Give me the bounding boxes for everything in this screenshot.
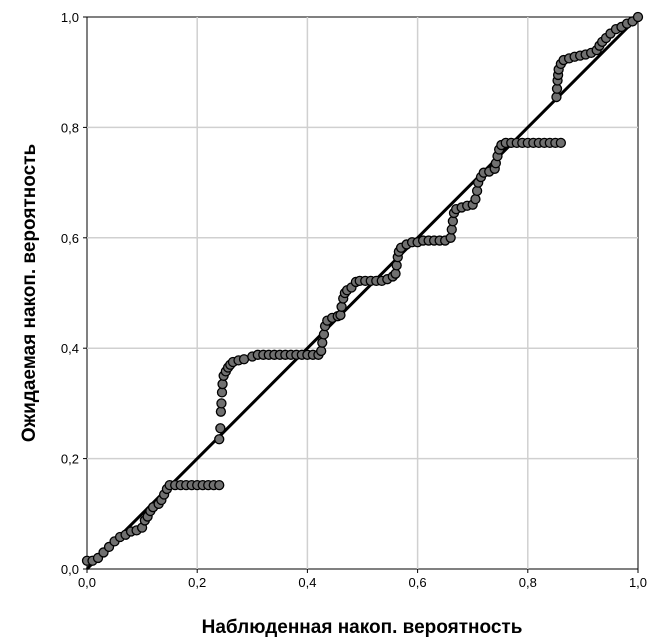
y-tick-labels: 0,0 0,2 0,4 0,6 0,8 1,0 bbox=[61, 10, 87, 577]
data-point bbox=[551, 83, 563, 94]
x-tick-labels: 0,0 0,2 0,4 0,6 0,8 1,0 bbox=[78, 569, 647, 590]
x-tick-label: 1,0 bbox=[629, 575, 647, 590]
data-point bbox=[318, 329, 330, 340]
plot-frame bbox=[86, 16, 639, 570]
data-point bbox=[215, 406, 227, 417]
x-tick-label: 0,4 bbox=[298, 575, 316, 590]
data-point bbox=[555, 137, 567, 149]
data-point bbox=[335, 309, 346, 321]
x-axis-title: Наблюденная накоп. вероятность bbox=[202, 617, 523, 638]
data-point bbox=[216, 398, 227, 409]
y-tick-label: 0,0 bbox=[61, 562, 79, 577]
data-point bbox=[316, 345, 327, 357]
data-point bbox=[551, 91, 562, 103]
grid bbox=[87, 17, 638, 569]
data-point bbox=[446, 224, 457, 235]
data-point bbox=[214, 479, 225, 491]
data-point bbox=[215, 423, 226, 434]
x-tick-label: 0,8 bbox=[519, 575, 537, 590]
data-point bbox=[470, 194, 481, 205]
data-points bbox=[81, 11, 644, 566]
y-tick-label: 0,4 bbox=[61, 341, 79, 356]
data-point bbox=[445, 232, 456, 243]
y-axis-title: Ожидаемая накоп. вероятность bbox=[19, 144, 40, 442]
data-point bbox=[447, 216, 459, 227]
x-tick-label: 0,0 bbox=[78, 575, 96, 590]
data-point bbox=[391, 260, 402, 271]
data-point bbox=[471, 185, 483, 197]
y-tick-label: 1,0 bbox=[61, 10, 79, 25]
data-point bbox=[216, 387, 228, 398]
x-tick-label: 0,6 bbox=[409, 575, 427, 590]
data-point bbox=[214, 434, 225, 445]
reference-line bbox=[85, 15, 640, 571]
y-tick-label: 0,8 bbox=[61, 120, 79, 135]
x-tick-label: 0,2 bbox=[188, 575, 206, 590]
data-point bbox=[390, 268, 401, 279]
data-point bbox=[336, 301, 347, 312]
y-tick-label: 0,2 bbox=[61, 452, 79, 467]
data-point bbox=[317, 337, 328, 348]
y-tick-label: 0,6 bbox=[61, 231, 79, 246]
data-point bbox=[632, 11, 644, 23]
data-point bbox=[217, 378, 228, 390]
